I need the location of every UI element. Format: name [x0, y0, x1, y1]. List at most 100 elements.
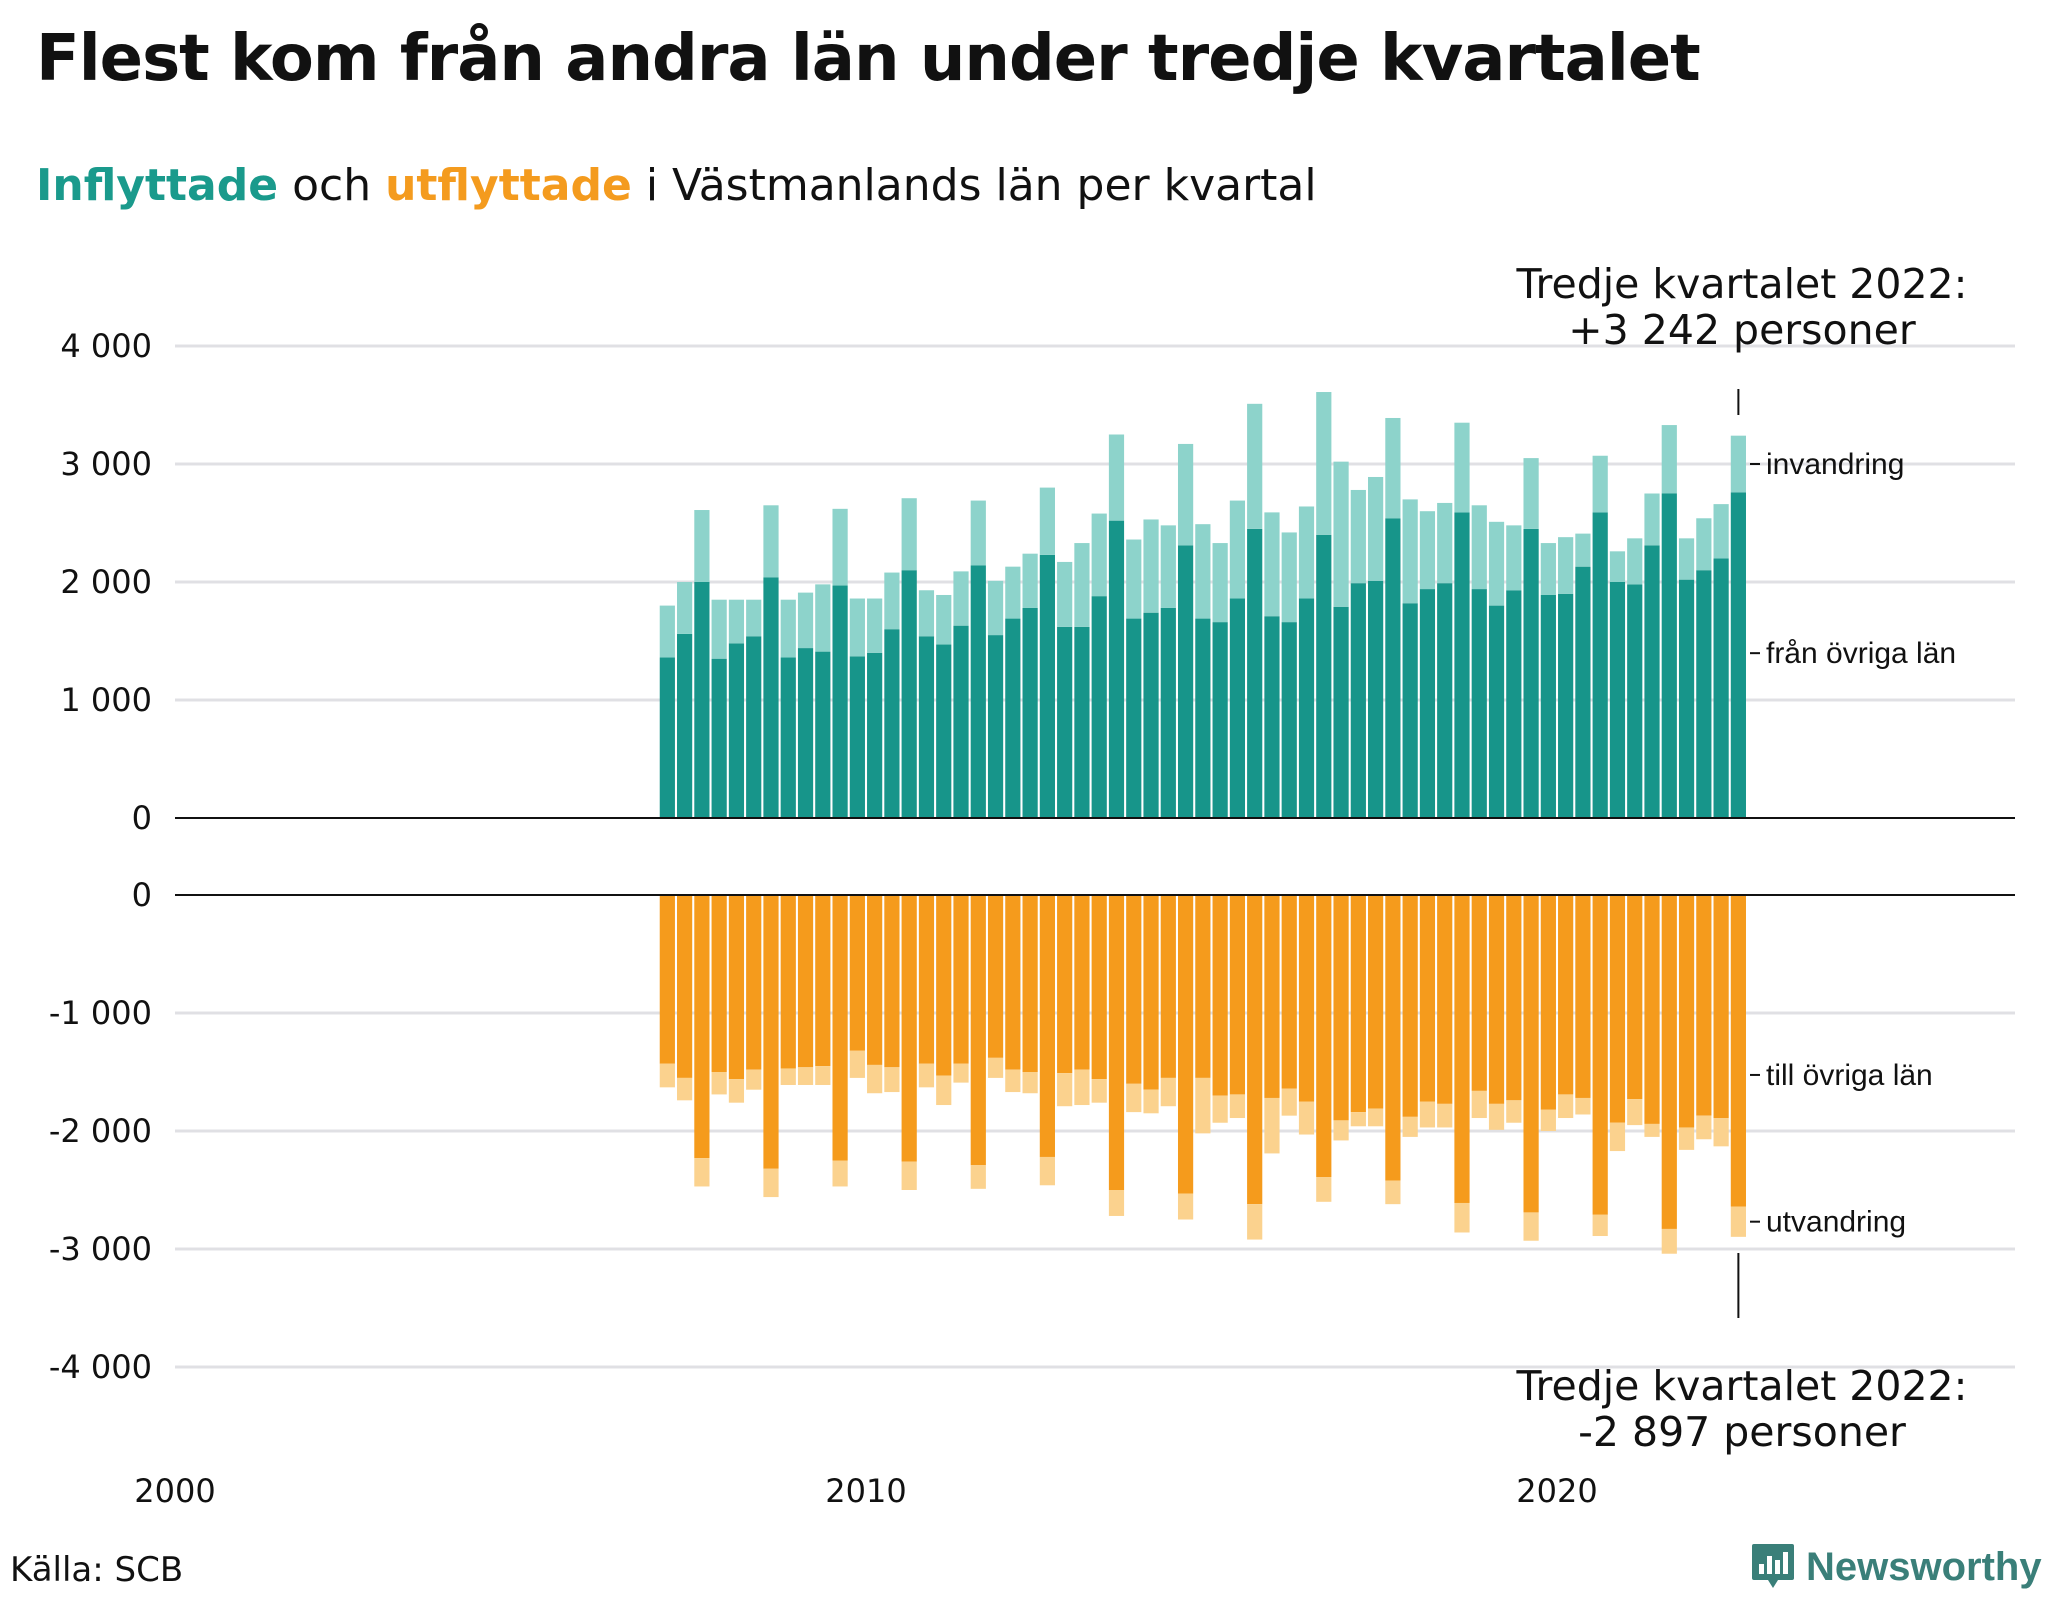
bar-in-domestic — [1350, 583, 1366, 818]
bar-in-immigration — [1247, 403, 1263, 529]
bar-in-domestic — [694, 582, 710, 818]
bar-in-immigration — [1644, 493, 1660, 546]
bar-in-immigration — [867, 598, 883, 653]
y-tick-labels: 0 1 000 2 000 3 000 4 000 0 -1 000 -2 000 -3 000… — [49, 327, 152, 1386]
bar-in-domestic — [1177, 545, 1194, 818]
bar-out-emigration — [1402, 1116, 1418, 1137]
annotation-bottom-value: -2 897 personer — [1578, 1408, 1906, 1456]
bar-out-domestic — [1488, 895, 1505, 1104]
bar-in-immigration — [1350, 489, 1366, 584]
bar-in-immigration — [987, 580, 1004, 636]
bar-in-immigration — [1471, 505, 1487, 590]
bar-in-domestic — [1264, 616, 1280, 818]
bar-in-immigration — [1281, 532, 1297, 623]
bar-out-emigration — [1523, 1212, 1539, 1241]
bar-out-domestic — [1333, 895, 1349, 1121]
bar-in-immigration — [1039, 487, 1055, 555]
bar-in-immigration — [1661, 425, 1677, 494]
bar-out-domestic — [763, 895, 779, 1169]
annotations: Tredje kvartalet 2022:+3 242 personerTre… — [1516, 260, 1968, 1456]
bar-in-immigration — [1368, 476, 1384, 581]
bar-out-domestic — [711, 895, 727, 1072]
bar-in-immigration — [1592, 455, 1608, 513]
bar-in-domestic — [1488, 605, 1505, 818]
bar-out-emigration — [1644, 1123, 1660, 1137]
bar-out-domestic — [1108, 895, 1125, 1190]
bar-in-immigration — [918, 590, 935, 637]
source-note: Källa: SCB — [10, 1550, 184, 1590]
bar-out-domestic — [970, 895, 986, 1166]
bar-out-emigration — [1437, 1103, 1453, 1128]
bar-in-domestic — [1212, 622, 1228, 818]
bar-in-domestic — [1247, 528, 1263, 818]
bar-out-emigration — [918, 1063, 935, 1088]
bar-in-immigration — [901, 498, 917, 571]
bar-out-domestic — [746, 895, 762, 1070]
bar-in-immigration — [1730, 435, 1746, 493]
bar-in-domestic — [1160, 607, 1176, 818]
y-tick-label-top: 1 000 — [60, 681, 152, 719]
bar-out-domestic — [1160, 895, 1176, 1078]
bar-out-emigration — [832, 1160, 848, 1187]
bar-out-emigration — [1678, 1127, 1695, 1150]
bar-out-emigration — [763, 1168, 779, 1198]
bar-out-domestic — [884, 895, 900, 1068]
bar-out-domestic — [953, 895, 969, 1064]
bar-out-domestic — [1627, 895, 1643, 1100]
bar-out-emigration — [1730, 1206, 1746, 1237]
bar-out-domestic — [1471, 895, 1487, 1091]
bar-in-immigration — [884, 572, 900, 630]
bar-out-emigration — [1316, 1177, 1332, 1202]
bar-in-domestic — [1333, 606, 1349, 818]
bar-in-immigration — [711, 599, 727, 659]
bar-in-domestic — [728, 643, 745, 818]
bar-out-emigration — [1540, 1109, 1556, 1131]
bar-out-emigration — [1126, 1083, 1142, 1113]
bar-out-emigration — [1005, 1069, 1021, 1093]
bar-out-emigration — [1108, 1190, 1125, 1216]
bar-in-domestic — [746, 636, 762, 818]
bar-out-emigration — [780, 1068, 796, 1085]
bar-in-immigration — [936, 594, 952, 645]
bar-in-domestic — [1419, 589, 1436, 818]
bar-in-immigration — [1437, 502, 1453, 584]
bar-out-domestic — [867, 895, 883, 1065]
bar-in-domestic — [1454, 512, 1470, 818]
chart-subtitle: Inflyttade och utflyttade i Västmanlands… — [36, 160, 1317, 211]
bar-out-emigration — [987, 1057, 1004, 1078]
bar-out-domestic — [936, 895, 952, 1076]
bar-in-domestic — [1540, 594, 1556, 818]
bar-out-emigration — [953, 1063, 969, 1083]
bar-out-domestic — [1609, 895, 1626, 1123]
bar-in-domestic — [918, 636, 935, 818]
bar-out-domestic — [1385, 895, 1401, 1181]
bar-out-domestic — [832, 895, 848, 1161]
y-tick-label-top: 4 000 — [60, 327, 152, 365]
bar-in-domestic — [1471, 589, 1487, 818]
bar-in-domestic — [797, 648, 814, 818]
bar-out-domestic — [677, 895, 693, 1078]
annotation-top-value: +3 242 personer — [1568, 306, 1916, 354]
bar-out-domestic — [780, 895, 796, 1069]
bar-in-immigration — [1108, 434, 1125, 521]
bar-out-domestic — [918, 895, 935, 1064]
bar-in-domestic — [659, 657, 675, 818]
x-tick-label: 2000 — [134, 1472, 215, 1510]
bar-in-domestic — [780, 657, 796, 818]
bar-out-emigration — [659, 1063, 675, 1088]
y-tick-label-bottom: -2 000 — [49, 1112, 152, 1150]
bar-in-domestic — [1005, 618, 1021, 818]
y-tick-label-bottom: 0 — [132, 876, 152, 914]
bar-out-domestic — [1644, 895, 1660, 1124]
bar-out-domestic — [797, 895, 814, 1068]
bar-out-emigration — [1713, 1118, 1729, 1147]
subtitle-utflyttade: utflyttade — [385, 160, 632, 211]
bar-out-emigration — [1592, 1214, 1608, 1237]
bar-out-emigration — [1488, 1103, 1505, 1130]
bar-out-emigration — [1696, 1115, 1712, 1140]
bar-in-immigration — [970, 500, 986, 566]
bar-out-domestic — [1091, 895, 1107, 1080]
bar-in-domestic — [1696, 570, 1712, 818]
bar-in-immigration — [849, 598, 865, 657]
